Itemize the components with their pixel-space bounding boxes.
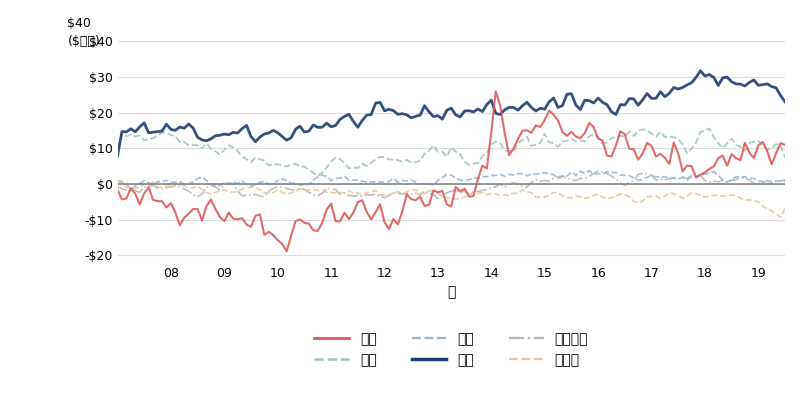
Text: ($十億): ($十億) xyxy=(67,35,100,48)
Text: $40: $40 xyxy=(67,17,91,30)
Legend: 亞洲, 歐洲, 非洲, 北美, 拉丁美洲, 大洋洲: 亞洲, 歐洲, 非洲, 北美, 拉丁美洲, 大洋洲 xyxy=(309,326,594,372)
X-axis label: 年: 年 xyxy=(447,285,455,300)
